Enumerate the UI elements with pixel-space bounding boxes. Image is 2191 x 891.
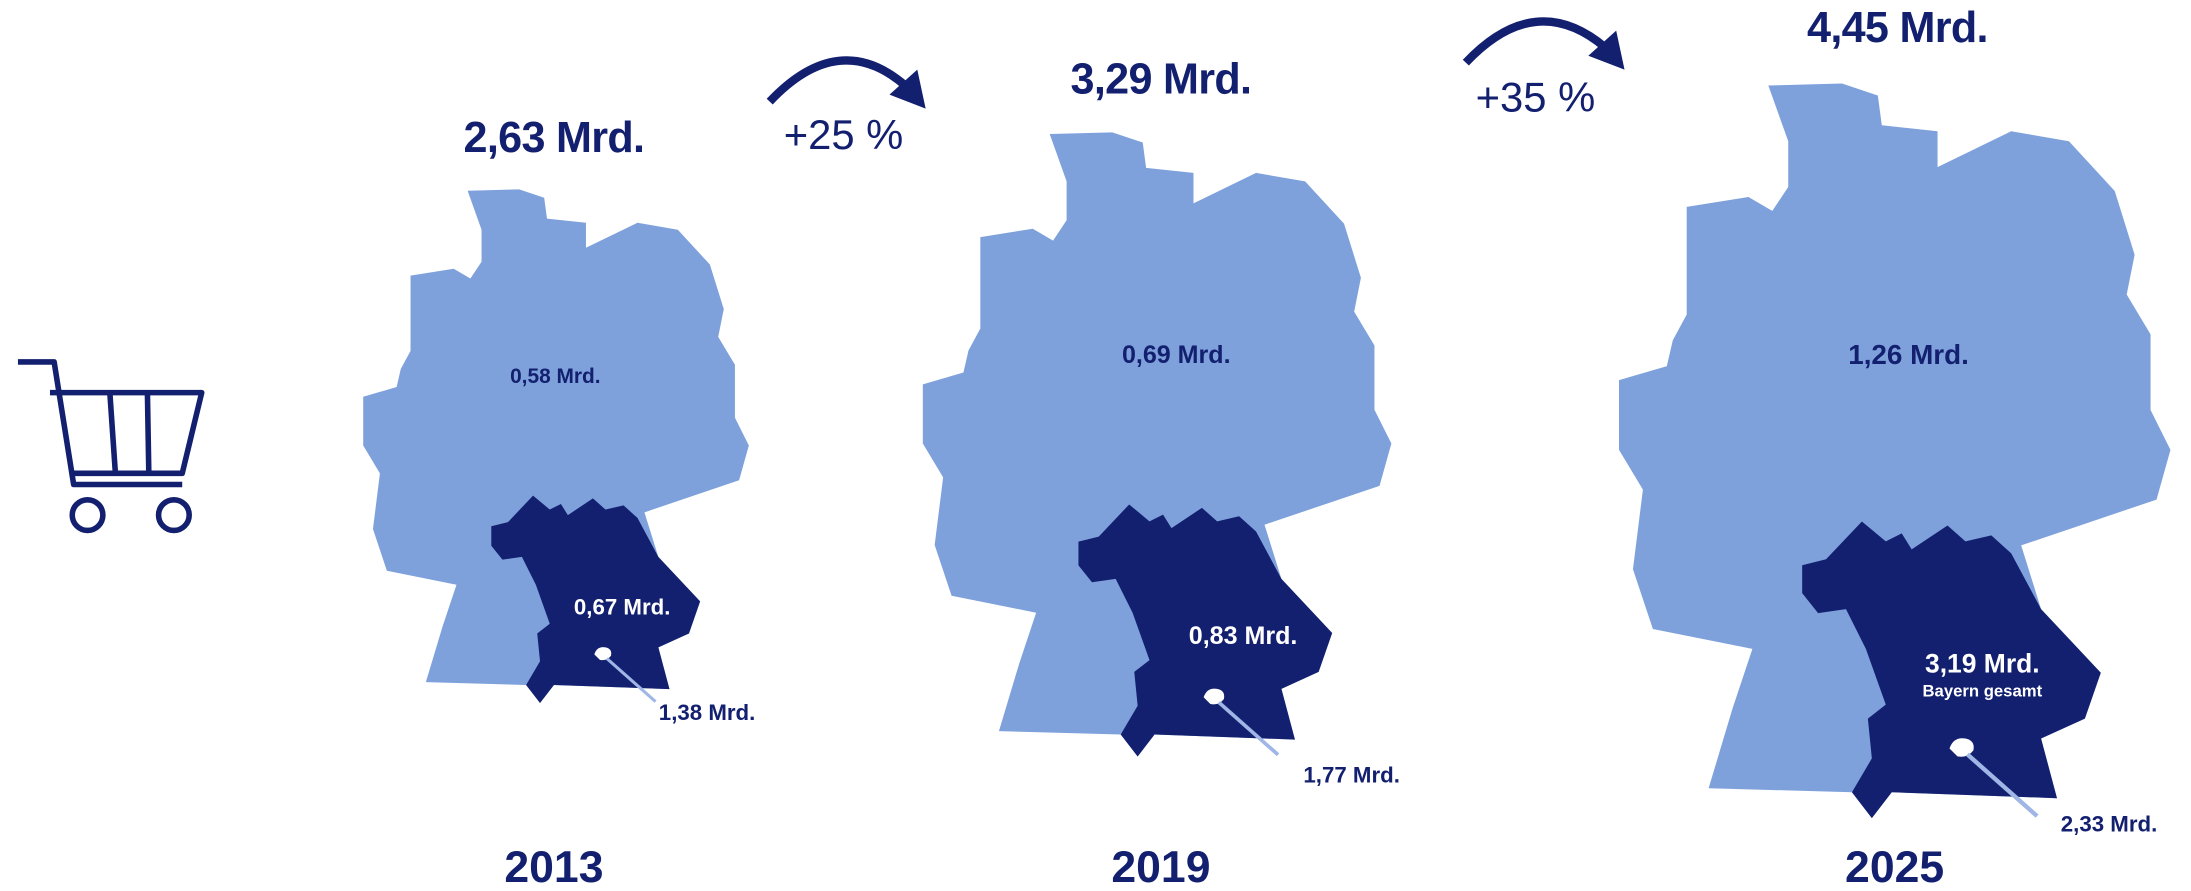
map-2013: [361, 187, 751, 705]
munich-value: 1,38 Mrd.: [659, 700, 756, 725]
map-2019: [920, 130, 1394, 759]
growth-label: +25 %: [784, 111, 904, 158]
cart-icon: [17, 359, 205, 534]
year: 2013: [504, 843, 603, 891]
bayern-value: 3,19 Mrd.: [1925, 648, 2040, 678]
growth-arrow: [766, 17, 1625, 109]
bayern-value: 0,83 Mrd.: [1189, 622, 1298, 650]
year: 2019: [1111, 843, 1210, 891]
germany-value: 0,58 Mrd.: [510, 365, 601, 388]
munich-value: 1,77 Mrd.: [1303, 763, 1400, 788]
map-2025: [1619, 84, 2170, 819]
growth-label: +35 %: [1476, 73, 1596, 120]
germany-value: 0,69 Mrd.: [1122, 341, 1231, 369]
munich-value: 2,33 Mrd.: [2061, 811, 2158, 836]
year: 2025: [1845, 843, 1944, 891]
bayern-note: Bayern gesamt: [1922, 681, 2042, 700]
total: 4,45 Mrd.: [1807, 4, 1988, 52]
total: 3,29 Mrd.: [1071, 56, 1252, 104]
total: 2,63 Mrd.: [464, 114, 645, 162]
bayern-value: 0,67 Mrd.: [574, 594, 671, 619]
germany-value: 1,26 Mrd.: [1848, 339, 1969, 370]
